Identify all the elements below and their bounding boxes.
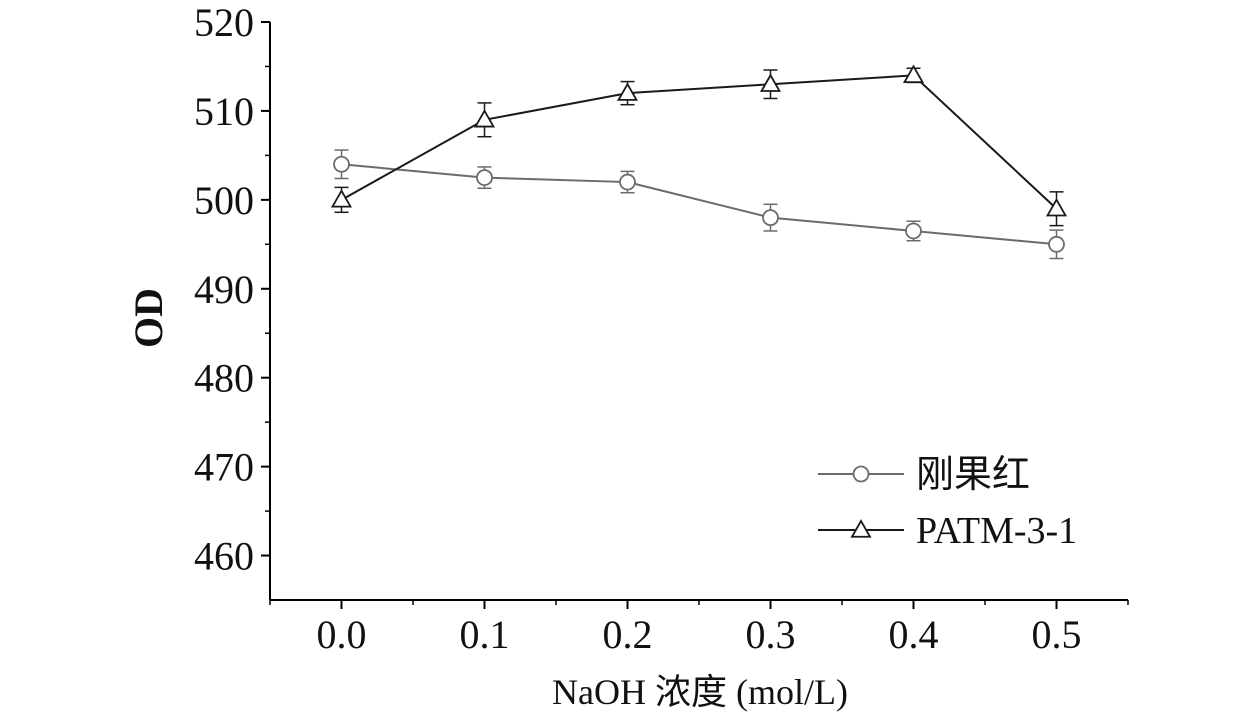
- data-point: [1048, 235, 1065, 253]
- legend-label: PATM-3-1: [916, 510, 1077, 552]
- series: [330, 64, 1068, 227]
- y-tick-label: 460: [194, 534, 254, 579]
- data-point: [330, 189, 353, 208]
- series-line: [341, 163, 1057, 246]
- data-point: [619, 173, 636, 191]
- x-axis-label: NaOH 浓度 (mol/L): [552, 672, 848, 712]
- data-point: [476, 169, 493, 187]
- legend-label: 刚果红: [916, 454, 1030, 496]
- data-point: [759, 73, 782, 92]
- series-line: [341, 74, 1058, 210]
- data-point: [902, 64, 925, 84]
- x-tick-label: 0.1: [460, 612, 510, 657]
- data-point: [762, 209, 779, 227]
- y-axis-label: OD: [126, 288, 171, 348]
- y-tick-label: 480: [194, 356, 254, 401]
- y-tick-label: 470: [194, 445, 254, 490]
- data-point: [333, 155, 350, 173]
- series-layer: [330, 64, 1068, 260]
- data-point: [852, 465, 870, 483]
- data-point: [616, 82, 639, 101]
- x-tick-label: 0.0: [317, 612, 367, 657]
- data-point: [850, 519, 872, 538]
- series: [333, 149, 1065, 260]
- data-point: [905, 222, 922, 240]
- x-tick-label: 0.4: [889, 612, 939, 657]
- legend-item: PATM-3-1: [818, 510, 1077, 552]
- axes: 460 470 480 490 500 510 520 0.0 0.1 0.2 0.3 0.4 0.5: [194, 0, 1129, 657]
- y-tick-label: 500: [194, 178, 254, 223]
- legend-item: 刚果红: [818, 454, 1030, 496]
- y-tick-label: 520: [194, 0, 254, 45]
- y-tick-label: 490: [194, 267, 254, 312]
- x-tick-label: 0.5: [1032, 612, 1082, 657]
- x-tick-label: 0.3: [746, 612, 796, 657]
- y-tick-label: 510: [194, 89, 254, 134]
- data-point: [1045, 197, 1068, 217]
- x-tick-label: 0.2: [603, 612, 653, 657]
- legend: 刚果红 PATM-3-1: [818, 454, 1077, 552]
- data-point: [473, 109, 496, 128]
